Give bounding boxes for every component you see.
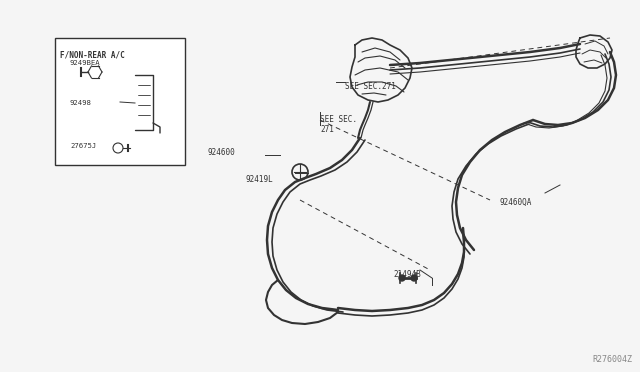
Text: 92460QA: 92460QA bbox=[500, 198, 532, 207]
Text: F/NON-REAR A/C: F/NON-REAR A/C bbox=[60, 50, 125, 59]
Circle shape bbox=[411, 275, 417, 281]
Text: SEE SEC.
271: SEE SEC. 271 bbox=[320, 115, 357, 134]
Text: 92419L: 92419L bbox=[245, 175, 273, 184]
Text: R276004Z: R276004Z bbox=[592, 355, 632, 364]
Bar bbox=[55, 38, 185, 165]
Text: 924600: 924600 bbox=[208, 148, 236, 157]
Text: 21494B: 21494B bbox=[393, 270, 420, 279]
Text: 92498: 92498 bbox=[70, 100, 92, 106]
Text: 9249BEA: 9249BEA bbox=[70, 60, 100, 66]
Circle shape bbox=[399, 275, 405, 281]
Text: SEE SEC.271: SEE SEC.271 bbox=[345, 82, 396, 91]
Text: 27675J: 27675J bbox=[70, 143, 96, 149]
